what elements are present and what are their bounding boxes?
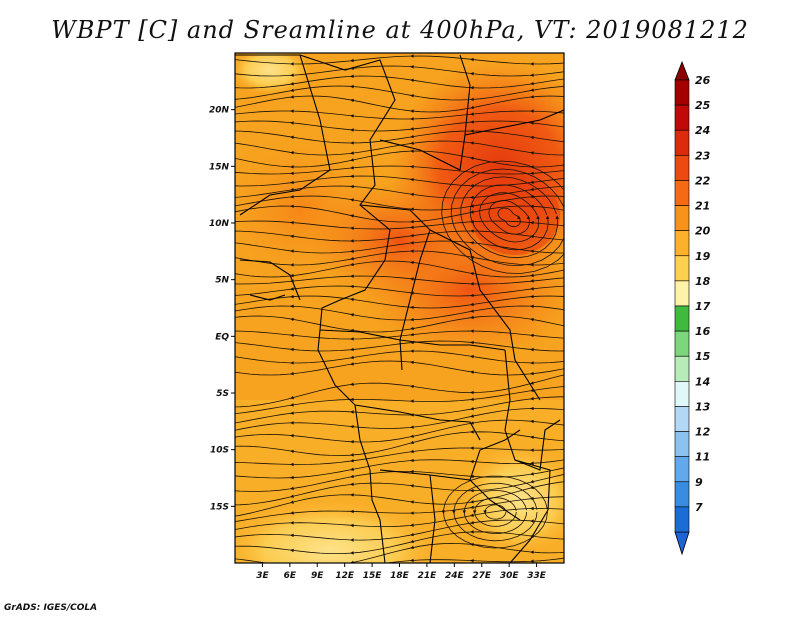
colorbar-label: 20	[695, 225, 711, 238]
colorbar-swatch	[674, 255, 690, 282]
colorbar-swatch	[674, 79, 690, 106]
lon-tick-label: 33E	[527, 571, 547, 581]
streamline-arrows	[290, 54, 559, 563]
colorbar-label: 25	[695, 99, 711, 112]
colorbar-swatch	[674, 230, 690, 257]
colorbar-label: 11	[695, 451, 710, 464]
lat-tick-label: 5N	[215, 276, 229, 286]
lat-tick-label: 20N	[209, 106, 230, 116]
lat-tick-label: 15N	[209, 162, 230, 172]
lon-tick-label: 9E	[311, 571, 324, 581]
colorbar: 26 25 24 23 22 21 20 19 18 17 16 15 14 13 12 11 9 7	[674, 60, 711, 556]
lat-tick-label: 10S	[210, 446, 229, 456]
lon-tick-label: 12E	[335, 571, 355, 581]
colorbar-swatch	[674, 155, 690, 181]
y-axis-labels: 20N 15N 10N 5N EQ 5S 10S 15S	[209, 106, 230, 513]
lon-tick-label: 18E	[390, 571, 410, 581]
lat-tick-label: 15S	[210, 502, 229, 512]
lon-tick-label: 15E	[363, 571, 383, 581]
colorbar-swatch	[674, 129, 690, 156]
colorbar-swatch	[674, 456, 690, 483]
colorbar-swatch	[674, 406, 690, 432]
lon-tick-label: 30E	[500, 571, 520, 581]
colorbar-label: 16	[695, 325, 711, 338]
colorbar-label: 14	[695, 375, 710, 388]
x-axis-labels: 3E 6E 9E 12E 15E 18E 21E 24E 27E 30E 33E	[256, 571, 547, 581]
chart-title: WBPT [C] and Sreamline at 400hPa, VT: 20…	[51, 16, 749, 44]
lat-tick-label: 5S	[216, 389, 229, 399]
colorbar-label: 19	[695, 250, 711, 263]
colorbar-label: 26	[695, 74, 711, 87]
colorbar-swatch	[674, 330, 690, 357]
colorbar-label: 13	[695, 400, 711, 413]
grads-credit: GrADS: IGES/COLA	[4, 603, 98, 613]
lon-tick-label: 21E	[418, 571, 438, 581]
lat-tick-label: EQ	[215, 332, 229, 342]
lon-tick-label: 6E	[284, 571, 297, 581]
colorbar-swatch	[674, 305, 690, 332]
lon-tick-label: 3E	[256, 571, 269, 581]
colorbar-label: 15	[695, 350, 711, 363]
wbpt-field	[235, 53, 564, 563]
country-borders	[235, 54, 564, 563]
colorbar-label: 22	[695, 174, 711, 187]
colorbar-top-arrow	[674, 60, 690, 81]
colorbar-label: 9	[695, 476, 703, 489]
colorbar-swatch	[674, 355, 690, 382]
colorbar-label: 24	[695, 124, 710, 137]
colorbar-label: 18	[695, 275, 711, 288]
colorbar-swatch	[674, 431, 690, 457]
colorbar-swatch	[674, 506, 690, 533]
colorbar-label: 7	[695, 501, 703, 514]
lon-tick-label: 24E	[445, 571, 465, 581]
colorbar-swatch	[674, 280, 690, 307]
lat-tick-label: 10N	[209, 219, 230, 229]
colorbar-swatch	[674, 205, 690, 231]
colorbar-swatch	[674, 180, 690, 206]
colorbar-label: 17	[695, 300, 711, 313]
streamlines	[235, 55, 564, 563]
colorbar-label: 12	[695, 426, 711, 439]
colorbar-bottom-arrow	[674, 531, 690, 556]
colorbar-swatch	[674, 381, 690, 407]
colorbar-label: 23	[695, 149, 711, 162]
colorbar-swatch	[674, 481, 690, 508]
lon-tick-label: 27E	[472, 571, 492, 581]
colorbar-swatch	[674, 104, 690, 131]
colorbar-label: 21	[695, 200, 710, 213]
